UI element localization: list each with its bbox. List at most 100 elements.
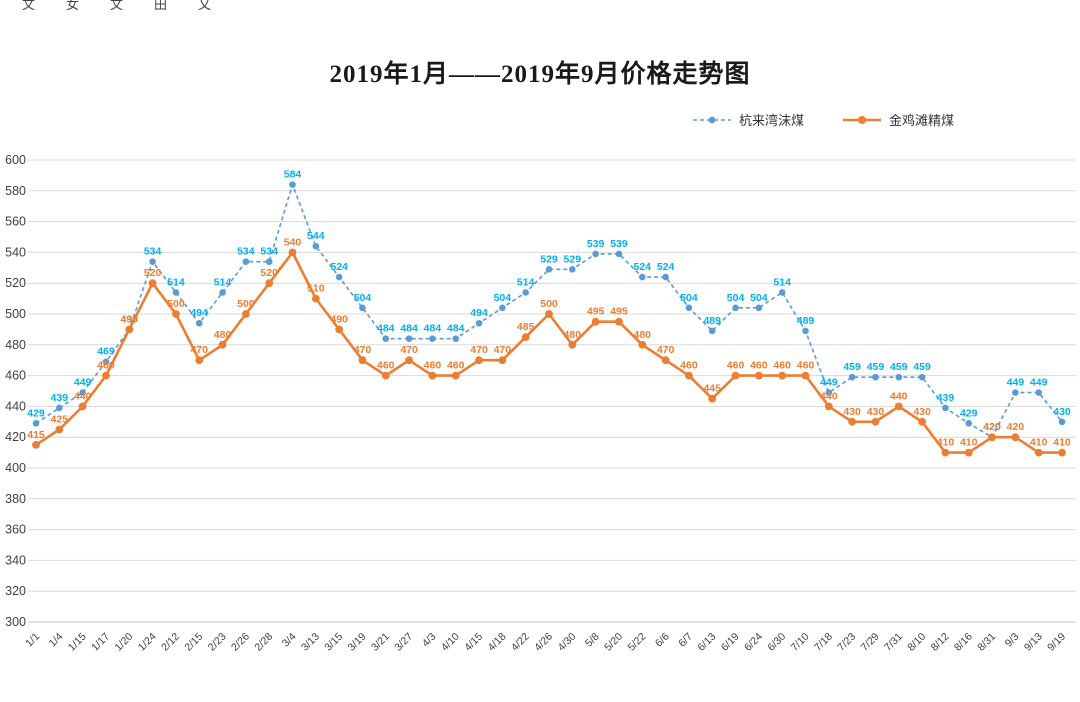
svg-text:3/21: 3/21 (369, 631, 392, 654)
svg-text:470: 470 (400, 344, 418, 356)
svg-text:6/13: 6/13 (695, 631, 718, 654)
svg-text:410: 410 (1053, 437, 1071, 449)
svg-text:504: 504 (727, 292, 745, 304)
svg-text:520: 520 (144, 267, 162, 279)
svg-text:8/10: 8/10 (905, 631, 928, 654)
svg-text:440: 440 (890, 390, 908, 402)
svg-text:360: 360 (5, 523, 26, 537)
svg-text:459: 459 (867, 361, 885, 373)
clipped-glyph: 文 (22, 0, 36, 10)
svg-text:415: 415 (27, 429, 45, 441)
svg-text:6/6: 6/6 (653, 631, 672, 650)
svg-text:534: 534 (144, 246, 162, 258)
svg-text:480: 480 (564, 329, 582, 341)
svg-text:460: 460 (447, 360, 465, 372)
svg-text:534: 534 (260, 246, 278, 258)
svg-text:430: 430 (913, 406, 931, 418)
svg-text:7/18: 7/18 (812, 631, 835, 654)
svg-text:540: 540 (284, 236, 302, 248)
svg-text:4/22: 4/22 (509, 631, 532, 654)
svg-text:420: 420 (1007, 421, 1025, 433)
svg-text:484: 484 (377, 323, 395, 335)
svg-text:460: 460 (680, 360, 698, 372)
svg-text:500: 500 (237, 298, 255, 310)
svg-text:7/29: 7/29 (859, 631, 882, 654)
svg-text:524: 524 (657, 261, 675, 273)
svg-text:480: 480 (5, 338, 26, 352)
svg-text:3/19: 3/19 (346, 631, 369, 654)
svg-text:480: 480 (214, 329, 232, 341)
svg-text:460: 460 (377, 360, 395, 372)
svg-text:460: 460 (424, 360, 442, 372)
svg-text:495: 495 (587, 306, 605, 318)
svg-text:449: 449 (820, 377, 838, 389)
legend-item-hanglaiwan[interactable]: 杭来湾沫煤 (692, 110, 804, 129)
svg-text:504: 504 (354, 292, 372, 304)
svg-text:514: 514 (214, 276, 232, 288)
svg-text:500: 500 (540, 298, 558, 310)
svg-text:459: 459 (890, 361, 908, 373)
svg-text:320: 320 (5, 584, 26, 598)
svg-text:495: 495 (610, 306, 628, 318)
svg-text:420: 420 (983, 421, 1001, 433)
svg-text:410: 410 (937, 437, 955, 449)
svg-text:425: 425 (51, 414, 69, 426)
svg-text:1/1: 1/1 (23, 631, 42, 650)
svg-text:449: 449 (1030, 377, 1048, 389)
y-axis-labels: 300 320 340 360 380 400 420 440 460 480 500 520 540 5… (5, 153, 26, 629)
svg-text:484: 484 (400, 323, 418, 335)
legend: 杭来湾沫煤 金鸡滩精煤 (692, 110, 954, 129)
svg-text:540: 540 (5, 245, 26, 259)
svg-text:2/26: 2/26 (229, 631, 252, 654)
svg-text:7/23: 7/23 (835, 631, 858, 654)
clipped-glyph: 女 (66, 0, 80, 10)
svg-text:544: 544 (307, 230, 325, 242)
svg-text:484: 484 (447, 323, 465, 335)
svg-text:430: 430 (867, 406, 885, 418)
svg-text:2/12: 2/12 (159, 631, 182, 654)
svg-text:420: 420 (983, 421, 1001, 433)
svg-text:8/16: 8/16 (952, 631, 975, 654)
svg-text:3/13: 3/13 (299, 631, 322, 654)
svg-text:460: 460 (5, 369, 26, 383)
svg-text:1/24: 1/24 (136, 631, 159, 654)
svg-text:470: 470 (190, 344, 208, 356)
svg-text:584: 584 (284, 169, 302, 181)
legend-label-hanglaiwan: 杭来湾沫煤 (739, 113, 805, 128)
svg-text:480: 480 (634, 329, 652, 341)
svg-text:1/17: 1/17 (89, 631, 112, 654)
svg-text:459: 459 (843, 361, 861, 373)
svg-text:514: 514 (773, 276, 791, 288)
svg-text:460: 460 (773, 360, 791, 372)
svg-text:580: 580 (5, 184, 26, 198)
svg-text:429: 429 (27, 407, 45, 419)
svg-text:539: 539 (587, 238, 605, 250)
svg-text:560: 560 (5, 215, 26, 229)
svg-text:3/15: 3/15 (322, 631, 345, 654)
svg-text:529: 529 (564, 253, 582, 265)
svg-text:6/24: 6/24 (742, 631, 765, 654)
svg-text:470: 470 (354, 344, 372, 356)
svg-text:7/31: 7/31 (882, 631, 905, 654)
svg-text:6/7: 6/7 (676, 631, 695, 650)
clipped-glyph: 田 (154, 0, 168, 10)
svg-text:4/10: 4/10 (439, 631, 462, 654)
svg-text:524: 524 (634, 261, 652, 273)
svg-text:494: 494 (190, 307, 208, 319)
legend-item-jinjitan[interactable]: 金鸡滩精煤 (842, 110, 954, 129)
svg-text:539: 539 (610, 238, 628, 250)
gridlines (28, 159, 1076, 623)
svg-text:429: 429 (960, 407, 978, 419)
svg-text:340: 340 (5, 553, 26, 567)
svg-text:1/20: 1/20 (112, 631, 135, 654)
svg-text:440: 440 (74, 390, 92, 402)
svg-text:489: 489 (703, 315, 721, 327)
legend-marker-dashed-line-icon (693, 116, 731, 123)
svg-text:1/15: 1/15 (66, 631, 89, 654)
svg-text:504: 504 (494, 292, 512, 304)
svg-text:449: 449 (74, 377, 92, 389)
svg-text:9/13: 9/13 (1022, 631, 1045, 654)
svg-text:440: 440 (820, 390, 838, 402)
